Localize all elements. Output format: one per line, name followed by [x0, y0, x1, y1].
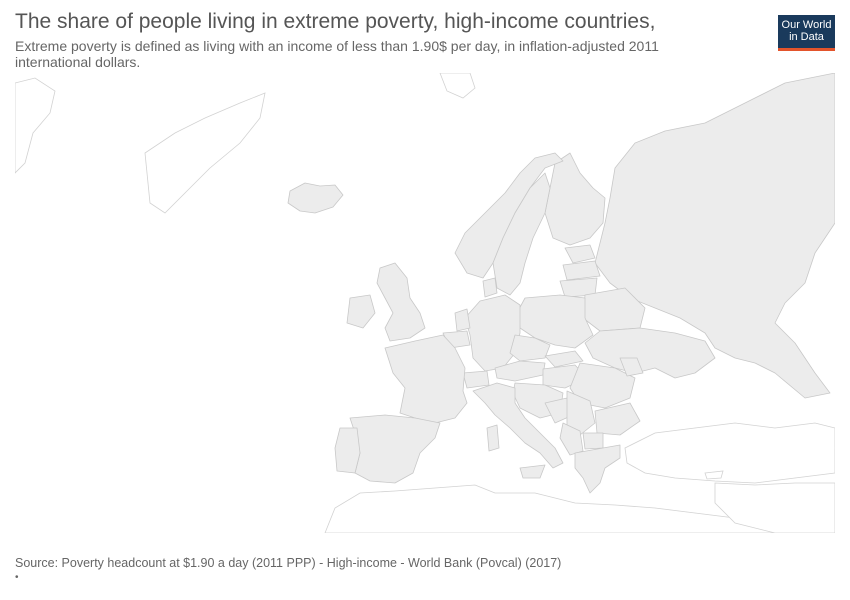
logo-line-1: Our World	[781, 19, 832, 31]
country-united-kingdom[interactable]	[376, 262, 426, 342]
country-romania[interactable]	[569, 362, 636, 409]
country-bulgaria[interactable]	[594, 402, 641, 436]
country-north-macedonia[interactable]	[582, 432, 604, 450]
country-spain[interactable]	[349, 414, 441, 484]
source-note: Source: Poverty headcount at $1.90 a day…	[15, 556, 562, 570]
country-russia[interactable]	[594, 73, 835, 399]
chart-title: The share of people living in extreme po…	[15, 10, 656, 33]
chart-subtitle: Extreme poverty is defined as living wit…	[15, 38, 659, 70]
country-italy[interactable]	[472, 382, 564, 469]
middle-east-outline	[714, 482, 835, 533]
country-ireland[interactable]	[346, 294, 376, 329]
country-switzerland[interactable]	[462, 370, 490, 389]
country-slovakia[interactable]	[544, 350, 584, 368]
country-latvia[interactable]	[562, 260, 601, 281]
country-finland[interactable]	[544, 152, 606, 246]
footnote: •	[15, 572, 19, 583]
country-france[interactable]	[384, 334, 468, 424]
country-greece[interactable]	[574, 444, 621, 494]
greenland-south-outline	[144, 92, 266, 214]
country-denmark[interactable]	[482, 277, 498, 298]
logo-line-2: in Data	[789, 31, 824, 43]
country-czechia[interactable]	[509, 334, 551, 362]
country-norway[interactable]	[454, 152, 564, 279]
country-netherlands[interactable]	[454, 308, 471, 332]
island-sicily[interactable]	[519, 464, 546, 479]
owid-logo[interactable]: Our World in Data	[778, 15, 835, 51]
europe-map[interactable]	[15, 73, 835, 533]
country-germany[interactable]	[464, 294, 521, 372]
country-serbia[interactable]	[566, 390, 596, 436]
cyprus-outline	[704, 470, 724, 480]
country-ukraine[interactable]	[584, 327, 716, 379]
arctic-island-outline	[439, 73, 476, 99]
country-portugal[interactable]	[334, 427, 361, 474]
country-sweden[interactable]	[492, 172, 551, 296]
greenland-outline	[15, 77, 56, 174]
country-turkey[interactable]	[624, 422, 835, 484]
country-moldova[interactable]	[619, 357, 644, 377]
country-estonia[interactable]	[564, 244, 596, 264]
island-sardinia[interactable]	[486, 424, 500, 452]
country-iceland[interactable]	[287, 182, 344, 214]
